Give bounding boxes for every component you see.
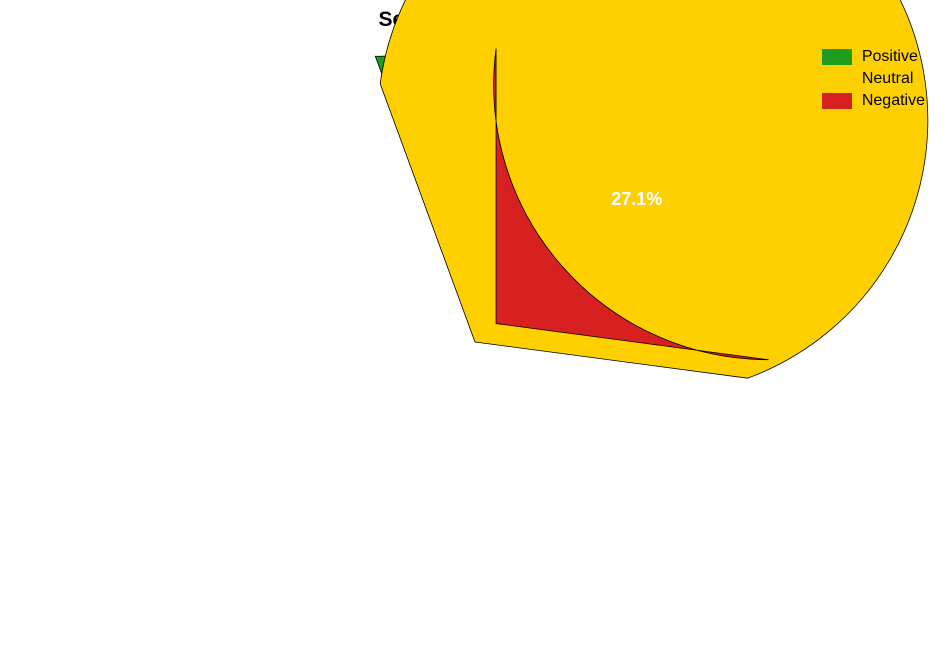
- legend-swatch-positive: [822, 49, 852, 65]
- legend: Positive Neutral Negative: [822, 48, 925, 110]
- legend-item-negative: Negative: [822, 92, 925, 110]
- pie-label-negative: 27.1%: [611, 189, 662, 209]
- legend-label-negative: Negative: [862, 92, 925, 110]
- pie-svg: 5.6%67.3%27.1%: [0, 0, 950, 662]
- legend-label-neutral: Neutral: [862, 70, 914, 88]
- legend-swatch-neutral: [822, 71, 852, 87]
- legend-item-neutral: Neutral: [822, 70, 925, 88]
- sentiment-pie-chart: Sentiment Analysis 5.6%67.3%27.1% Positi…: [0, 0, 950, 662]
- legend-swatch-negative: [822, 93, 852, 109]
- pie-label-neutral: 67.3%: [333, 477, 384, 497]
- legend-item-positive: Positive: [822, 48, 925, 66]
- legend-label-positive: Positive: [862, 48, 918, 66]
